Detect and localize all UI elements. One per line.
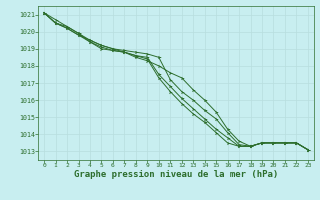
X-axis label: Graphe pression niveau de la mer (hPa): Graphe pression niveau de la mer (hPa) xyxy=(74,170,278,179)
